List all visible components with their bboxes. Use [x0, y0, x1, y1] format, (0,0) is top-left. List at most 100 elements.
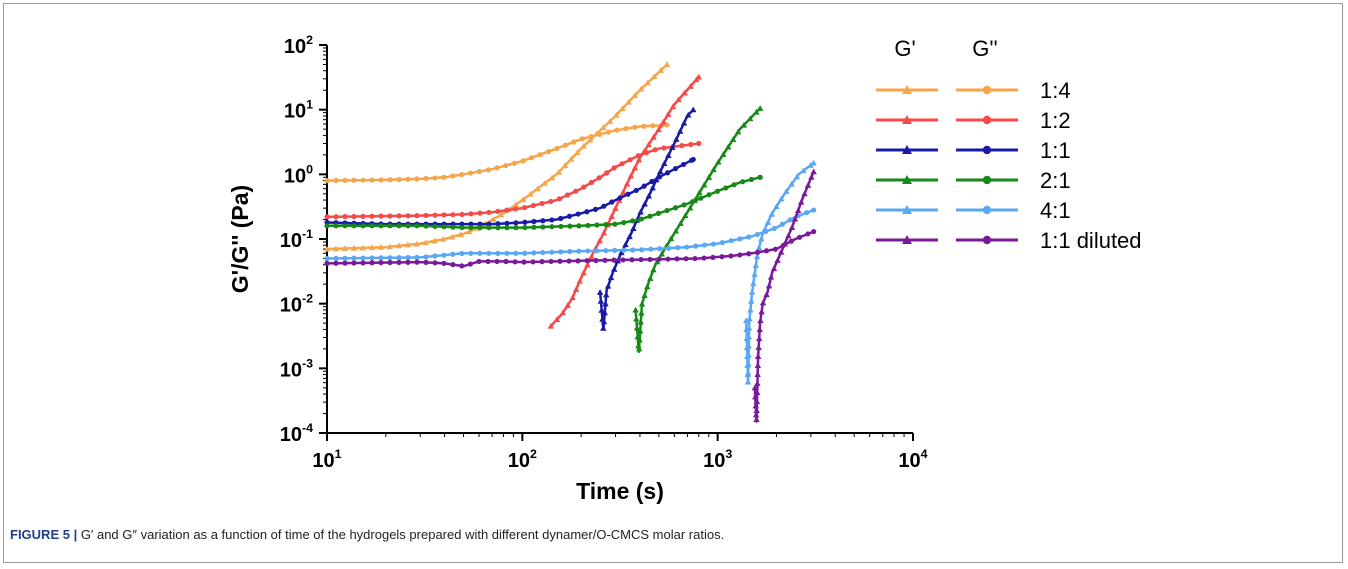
x-tick-label: 102	[508, 447, 537, 472]
g-double-prime-point	[549, 217, 555, 223]
g-prime-point	[677, 220, 684, 226]
g-double-prime-point	[360, 177, 366, 183]
g-double-prime-point	[805, 231, 811, 237]
g-double-prime-point	[530, 202, 536, 209]
g-double-prime-point	[701, 255, 707, 261]
g-double-prime-point	[639, 247, 645, 253]
g-prime-point	[767, 273, 775, 280]
g-prime-point	[794, 207, 802, 214]
g-double-prime-point	[405, 254, 411, 261]
g-prime-point	[752, 411, 760, 418]
g-double-prime-point	[755, 249, 761, 255]
g-double-prime-point	[593, 257, 599, 264]
g-double-prime-point	[387, 223, 393, 229]
g-double-prime-point	[467, 170, 474, 176]
g-prime-point	[690, 106, 697, 113]
g-double-prime-point	[690, 156, 696, 163]
g-double-prime-point	[701, 242, 708, 248]
g-prime-point	[541, 180, 549, 186]
g-double-prime-point	[342, 214, 348, 220]
g-double-prime-point	[369, 260, 375, 266]
x-tick-label-base: 10	[703, 450, 725, 472]
g-prime-point	[626, 233, 633, 240]
g-prime-point	[753, 407, 760, 414]
g-double-prime-point	[495, 250, 501, 256]
g-prime-point	[715, 158, 722, 165]
g-double-prime-point	[486, 250, 492, 256]
g-double-prime-point	[581, 184, 587, 190]
g-double-prime-point	[513, 225, 519, 231]
g-prime-point	[606, 118, 614, 124]
legend-entry: 4:1	[876, 198, 1071, 223]
legend-label: 1:1	[1040, 138, 1071, 163]
g-prime-point	[457, 231, 464, 238]
y-tick-label: 10-3	[280, 356, 313, 381]
y-tick-label-base: 10	[280, 230, 302, 252]
g-double-prime-point	[441, 174, 447, 180]
g-prime-point	[788, 180, 795, 187]
g-prime-point	[584, 261, 591, 268]
g-double-prime-point	[441, 260, 447, 266]
g-double-prime-point	[614, 127, 620, 133]
g-prime-point	[810, 168, 817, 175]
g-double-prime-point	[405, 259, 411, 265]
g-double-prime-point	[562, 142, 568, 148]
g-prime-point	[808, 173, 815, 180]
g-prime-point	[657, 168, 664, 175]
y-tick-label-base: 10	[280, 359, 302, 381]
g-prime-point	[341, 245, 349, 251]
g-prime-point	[519, 196, 527, 202]
g-prime-point	[645, 192, 653, 199]
series-1-1-diluted	[324, 168, 817, 423]
g-prime-point	[804, 182, 812, 188]
g-prime-point	[548, 174, 556, 181]
series-2-1	[324, 105, 764, 354]
g-prime-point	[753, 253, 761, 259]
g-double-prime-point	[504, 207, 510, 213]
g-prime-point	[681, 89, 688, 96]
g-double-prime-point	[602, 257, 608, 263]
g-prime-point	[611, 265, 618, 272]
g-prime-point	[663, 61, 671, 68]
g-double-prime-point	[531, 218, 537, 225]
g-prime-point	[793, 173, 801, 180]
g-prime-point	[555, 168, 563, 175]
g-prime-point	[754, 371, 761, 378]
g-double-prime-point	[603, 247, 609, 254]
g-double-prime-point	[804, 210, 810, 216]
g-double-prime-point	[342, 223, 348, 229]
g-double-prime-point	[396, 259, 402, 265]
g-double-prime-point	[710, 254, 716, 260]
g-double-prime-point	[539, 200, 545, 207]
g-double-prime-point	[450, 173, 456, 179]
g-prime-point	[645, 141, 652, 148]
g-prime-point	[603, 291, 610, 298]
g-prime-point	[574, 149, 581, 156]
g-prime-point	[748, 297, 755, 304]
g-prime-point	[359, 244, 367, 251]
g-double-prime-point	[666, 245, 672, 251]
x-tick-label: 104	[898, 447, 927, 472]
g-prime-point	[377, 244, 385, 250]
g-prime-point	[580, 269, 587, 276]
g-prime-point	[768, 210, 775, 217]
g-prime-line	[326, 63, 668, 251]
g-double-prime-point	[468, 225, 474, 231]
g-double-prime-point	[719, 254, 725, 260]
g-double-prime-point	[746, 234, 752, 240]
g-double-prime-point	[549, 224, 555, 230]
g-prime-point	[386, 243, 394, 250]
g-double-prime-point	[369, 223, 375, 229]
g-prime-point	[650, 133, 657, 140]
g-prime-point	[598, 307, 605, 313]
g-double-prime-point	[657, 246, 663, 252]
g-double-prime-point	[450, 251, 456, 257]
g-double-prime-point	[477, 250, 483, 256]
g-double-prime-point	[387, 255, 393, 261]
g-double-prime-point	[450, 212, 456, 218]
g-prime-point	[547, 322, 555, 329]
g-double-prime-point	[629, 218, 636, 224]
g-double-prime-point	[387, 177, 393, 183]
y-axis-label: G'/G'' (Pa)	[227, 185, 253, 293]
g-double-prime-point	[539, 259, 545, 265]
